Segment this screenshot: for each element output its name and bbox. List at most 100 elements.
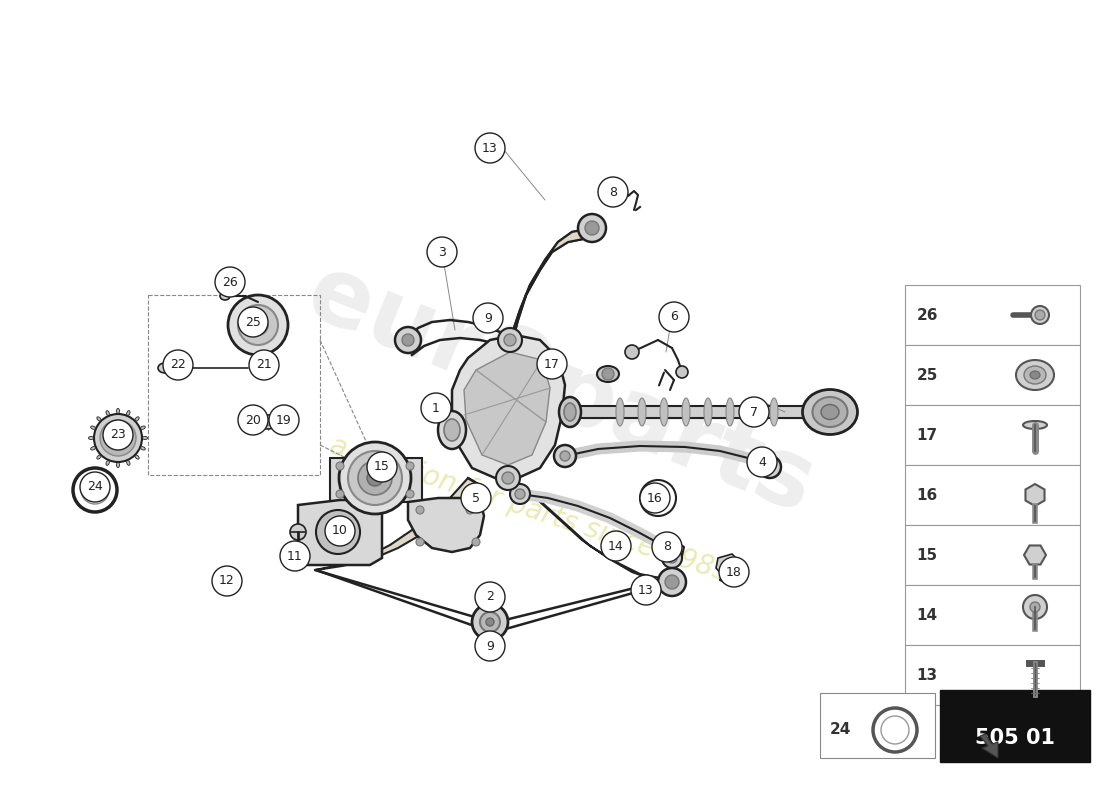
Text: 20: 20 (245, 414, 261, 426)
Circle shape (486, 644, 494, 652)
Text: 26: 26 (222, 275, 238, 289)
Ellipse shape (126, 410, 130, 415)
Ellipse shape (682, 398, 690, 426)
Bar (905, 345, 1080, 405)
Ellipse shape (141, 446, 145, 450)
Polygon shape (520, 484, 675, 582)
Circle shape (739, 397, 769, 427)
Text: 2: 2 (486, 590, 494, 603)
Circle shape (249, 350, 279, 380)
Text: 1: 1 (432, 402, 440, 414)
Ellipse shape (245, 416, 258, 428)
Text: 9: 9 (484, 311, 492, 325)
Bar (905, 585, 1080, 645)
Circle shape (238, 305, 278, 345)
Text: 11: 11 (287, 550, 303, 562)
Text: 6: 6 (670, 310, 678, 323)
Circle shape (270, 405, 299, 435)
Bar (905, 525, 1080, 585)
Ellipse shape (704, 398, 712, 426)
Ellipse shape (220, 292, 230, 300)
Circle shape (747, 447, 777, 477)
Circle shape (466, 506, 474, 514)
Text: a passion for parts since 1985: a passion for parts since 1985 (326, 432, 734, 588)
Text: 16: 16 (916, 487, 937, 502)
Ellipse shape (258, 415, 277, 429)
Circle shape (585, 221, 600, 235)
Text: 21: 21 (256, 358, 272, 371)
Circle shape (254, 321, 262, 329)
Circle shape (336, 462, 344, 470)
Ellipse shape (597, 366, 619, 382)
Text: 25: 25 (245, 315, 261, 329)
Text: eurOparts: eurOparts (294, 246, 826, 534)
Circle shape (473, 303, 503, 333)
Ellipse shape (444, 419, 460, 441)
Polygon shape (510, 228, 592, 350)
FancyArrowPatch shape (659, 373, 664, 386)
Bar (820, 693, 935, 758)
Text: 14: 14 (916, 607, 937, 622)
Circle shape (496, 466, 520, 490)
Text: 25: 25 (916, 367, 937, 382)
Circle shape (510, 484, 530, 504)
Circle shape (163, 350, 192, 380)
Circle shape (238, 307, 268, 337)
Ellipse shape (135, 455, 140, 459)
Bar (905, 465, 1080, 525)
Ellipse shape (97, 455, 101, 459)
Circle shape (554, 445, 576, 467)
Circle shape (515, 489, 525, 499)
Ellipse shape (660, 398, 668, 426)
Text: 19: 19 (276, 414, 292, 426)
Text: 15: 15 (916, 547, 937, 562)
Circle shape (472, 604, 508, 640)
Circle shape (324, 516, 355, 546)
Circle shape (1023, 595, 1047, 619)
Ellipse shape (158, 363, 172, 373)
Circle shape (666, 575, 679, 589)
Circle shape (238, 405, 268, 435)
Bar (905, 645, 1080, 705)
Circle shape (764, 462, 776, 472)
Circle shape (212, 566, 242, 596)
Circle shape (326, 520, 350, 544)
Ellipse shape (117, 462, 120, 467)
Polygon shape (980, 734, 998, 758)
Bar (905, 285, 1080, 345)
Ellipse shape (339, 442, 411, 514)
Circle shape (367, 452, 397, 482)
Polygon shape (315, 478, 478, 570)
Text: 12: 12 (219, 574, 235, 587)
Circle shape (475, 133, 505, 163)
Circle shape (416, 506, 424, 514)
Text: 13: 13 (482, 142, 498, 154)
Text: 8: 8 (609, 186, 617, 198)
Polygon shape (1024, 546, 1046, 565)
Circle shape (652, 532, 682, 562)
Circle shape (100, 420, 136, 456)
Text: 3: 3 (438, 246, 446, 258)
Ellipse shape (254, 361, 276, 375)
Text: 14: 14 (608, 539, 624, 553)
Ellipse shape (616, 398, 624, 426)
Ellipse shape (249, 419, 255, 425)
Circle shape (662, 548, 682, 568)
Circle shape (406, 462, 414, 470)
Circle shape (333, 527, 343, 537)
Circle shape (667, 553, 676, 563)
Circle shape (625, 345, 639, 359)
Polygon shape (408, 498, 484, 552)
Text: 15: 15 (374, 461, 389, 474)
Text: 22: 22 (170, 358, 186, 371)
Ellipse shape (1016, 360, 1054, 390)
Bar (905, 405, 1080, 465)
Circle shape (881, 716, 909, 744)
Circle shape (504, 334, 516, 346)
Ellipse shape (813, 397, 847, 427)
Ellipse shape (258, 365, 271, 371)
Ellipse shape (638, 398, 646, 426)
Circle shape (560, 451, 570, 461)
Circle shape (578, 214, 606, 242)
Text: 8: 8 (663, 541, 671, 554)
